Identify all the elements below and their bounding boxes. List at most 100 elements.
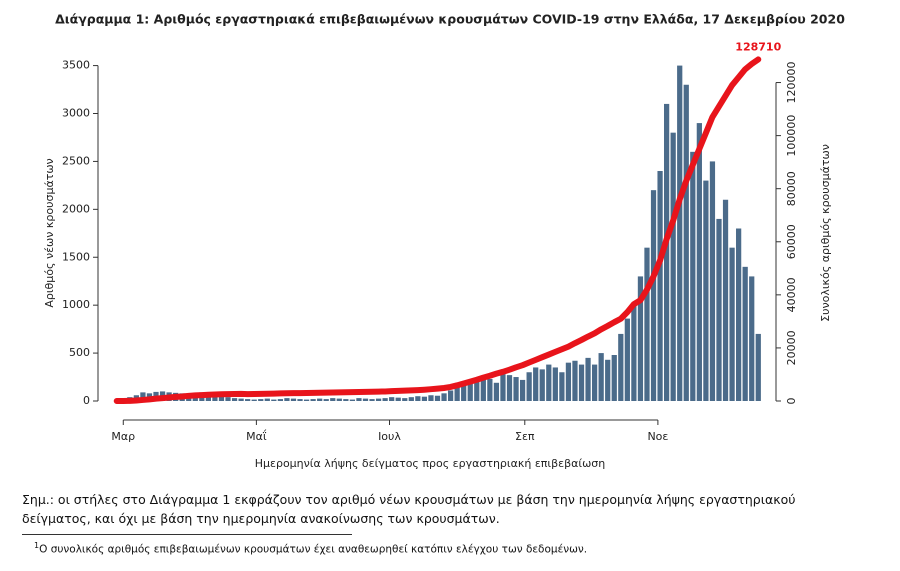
bar	[552, 367, 558, 401]
bar	[559, 372, 565, 401]
bar	[336, 398, 342, 401]
bar	[487, 378, 493, 401]
bar	[454, 386, 460, 401]
bar	[611, 355, 617, 401]
bar	[572, 360, 578, 401]
bar	[631, 305, 637, 401]
bar	[598, 353, 604, 401]
bar	[303, 399, 310, 401]
bar	[729, 247, 735, 401]
bar	[343, 399, 349, 401]
bar	[323, 399, 329, 401]
bar	[690, 151, 696, 401]
bar	[480, 377, 486, 401]
bar	[284, 398, 290, 401]
footnote-mark: 1	[34, 541, 40, 550]
bar	[408, 397, 414, 401]
bar	[696, 123, 702, 401]
bar	[585, 357, 591, 401]
x-tick-label: Μαΐ	[246, 429, 267, 443]
bar	[591, 364, 598, 401]
y-tick-label: 2500	[62, 154, 90, 167]
bar	[290, 398, 297, 401]
bar	[474, 379, 480, 401]
annotation: 128710	[735, 40, 781, 53]
y2-tick-label: 120000	[785, 62, 798, 104]
bar	[310, 399, 316, 401]
x-axis-label: Ημερομηνία λήψης δείγματος προς εργαστηρ…	[255, 457, 606, 470]
chart-title: Διάγραμμα 1: Αριθμός εργαστηριακά επιβεβ…	[55, 12, 845, 27]
bar	[297, 399, 303, 401]
bar	[506, 375, 513, 401]
bar	[637, 276, 644, 401]
bar	[258, 399, 264, 401]
bar	[447, 390, 454, 401]
footnote-text: Ο συνολικός αριθμός επιβεβαιωμένων κρουσ…	[39, 543, 588, 556]
bar	[415, 396, 421, 401]
bar	[231, 398, 238, 401]
y2-tick-label: 20000	[785, 330, 798, 365]
bar	[670, 132, 676, 401]
bar	[683, 84, 689, 401]
y-tick-label: 1500	[62, 250, 90, 263]
bar	[618, 333, 624, 401]
bar	[389, 397, 395, 401]
y2-tick-label: 60000	[785, 224, 798, 259]
bar	[539, 369, 545, 401]
y2-tick-label: 80000	[785, 171, 798, 206]
bar	[428, 395, 434, 401]
bar	[716, 218, 722, 401]
y-tick-label: 3000	[62, 107, 90, 120]
bar	[526, 372, 532, 401]
y-tick-label: 3500	[62, 59, 90, 72]
bar	[434, 395, 441, 401]
bar	[225, 397, 231, 401]
bar	[709, 161, 716, 401]
bar	[382, 398, 388, 401]
bar	[664, 103, 670, 402]
bar	[271, 399, 277, 401]
bar	[736, 228, 742, 401]
bar	[277, 399, 284, 401]
bar	[421, 396, 428, 401]
bar	[650, 190, 657, 401]
note: Σημ.: οι στήλες στο Διάγραμμα 1 εκφράζου…	[22, 492, 796, 526]
bar	[493, 382, 500, 401]
chart: Διάγραμμα 1: Αριθμός εργαστηριακά επιβεβ…	[43, 12, 845, 471]
y-tick-label: 500	[69, 346, 90, 359]
x-tick-label: Ιουλ	[378, 430, 401, 443]
bar	[356, 398, 362, 401]
bar	[677, 65, 683, 401]
bar	[212, 395, 218, 401]
bar	[500, 374, 506, 401]
cumulative-line	[113, 56, 762, 404]
bar	[362, 398, 369, 401]
footnote: 1Ο συνολικός αριθμός επιβεβαιωμένων κρου…	[34, 541, 587, 556]
bar	[402, 398, 408, 401]
y-tick-label: 0	[83, 394, 90, 407]
bar	[565, 362, 572, 401]
bar	[330, 398, 336, 401]
bar	[349, 399, 356, 401]
bar	[546, 364, 552, 401]
bar	[722, 199, 729, 401]
y2-tick-label: 100000	[785, 115, 798, 157]
x-tick-label: Μαρ	[111, 430, 135, 443]
bar	[742, 266, 748, 401]
footnote-rule	[22, 534, 352, 535]
bar	[513, 377, 519, 401]
bar	[245, 399, 251, 401]
bar	[395, 397, 401, 401]
bar	[441, 393, 447, 401]
x-tick-label: Νοε	[647, 430, 668, 443]
bar	[467, 381, 473, 401]
bar	[624, 318, 630, 401]
bar	[578, 364, 585, 401]
bar	[140, 392, 146, 401]
bar	[264, 398, 270, 401]
bar	[703, 180, 709, 401]
y2-tick-label: 0	[785, 398, 798, 405]
bar	[755, 333, 761, 401]
bar	[375, 398, 382, 401]
